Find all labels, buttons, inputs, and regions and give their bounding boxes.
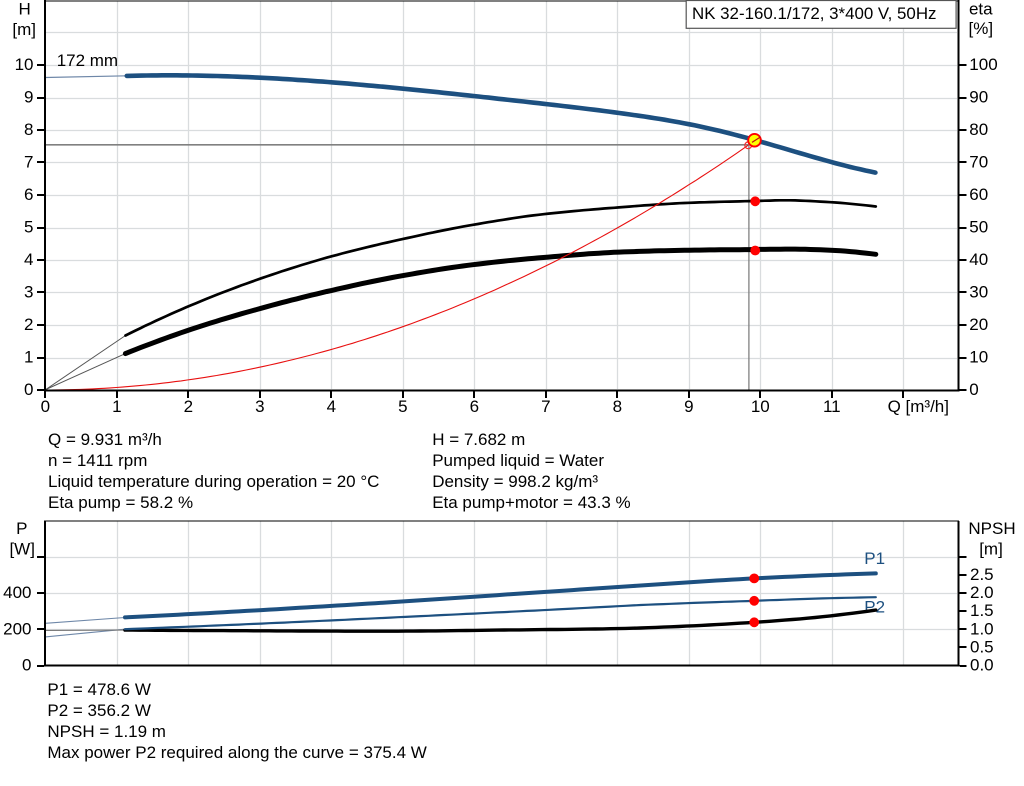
- svg-text:P2 = 356.2 W: P2 = 356.2 W: [47, 701, 150, 720]
- svg-text:8: 8: [24, 120, 33, 139]
- svg-text:eta: eta: [969, 0, 993, 18]
- svg-text:1: 1: [112, 397, 121, 416]
- svg-text:Q = 9.931 m³/h: Q = 9.931 m³/h: [48, 430, 162, 449]
- svg-text:2: 2: [24, 315, 33, 334]
- svg-text:Pumped liquid = Water: Pumped liquid = Water: [432, 451, 604, 470]
- svg-text:[m]: [m]: [979, 540, 1003, 559]
- svg-text:40: 40: [969, 250, 988, 269]
- svg-text:P1: P1: [864, 549, 885, 568]
- svg-text:90: 90: [969, 88, 988, 107]
- svg-text:4: 4: [327, 397, 336, 416]
- svg-text:80: 80: [969, 120, 988, 139]
- svg-text:200: 200: [3, 619, 31, 638]
- svg-text:9: 9: [684, 397, 693, 416]
- svg-text:0: 0: [969, 380, 978, 399]
- svg-text:10: 10: [15, 55, 34, 74]
- svg-text:Max power P2 required along th: Max power P2 required along the curve = …: [47, 743, 426, 762]
- svg-text:[W]: [W]: [9, 540, 35, 559]
- svg-text:NPSH = 1.19 m: NPSH = 1.19 m: [47, 722, 166, 741]
- svg-text:4: 4: [24, 250, 33, 269]
- svg-text:1.0: 1.0: [970, 619, 994, 638]
- svg-text:0: 0: [41, 397, 50, 416]
- svg-text:6: 6: [24, 185, 33, 204]
- svg-text:Eta pump = 58.2 %: Eta pump = 58.2 %: [48, 493, 193, 512]
- svg-text:[m]: [m]: [12, 20, 36, 39]
- svg-text:NPSH: NPSH: [968, 519, 1015, 538]
- svg-text:P1 = 478.6 W: P1 = 478.6 W: [47, 680, 150, 699]
- svg-text:1: 1: [24, 348, 33, 367]
- svg-text:20: 20: [969, 315, 988, 334]
- svg-text:7: 7: [24, 153, 33, 172]
- svg-text:Eta pump+motor = 43.3 %: Eta pump+motor = 43.3 %: [432, 493, 630, 512]
- svg-text:3: 3: [24, 283, 33, 302]
- svg-text:11: 11: [823, 397, 841, 416]
- svg-text:Liquid temperature during oper: Liquid temperature during operation = 20…: [48, 472, 379, 491]
- svg-text:0: 0: [24, 380, 33, 399]
- svg-text:NK 32-160.1/172, 3*400 V, 50Hz: NK 32-160.1/172, 3*400 V, 50Hz: [692, 4, 936, 23]
- svg-text:70: 70: [969, 153, 988, 172]
- svg-text:0.0: 0.0: [970, 656, 994, 675]
- svg-text:0.5: 0.5: [970, 637, 994, 656]
- svg-text:0: 0: [22, 656, 31, 675]
- svg-text:60: 60: [969, 185, 988, 204]
- svg-text:H: H: [18, 0, 30, 18]
- svg-text:3: 3: [255, 397, 264, 416]
- svg-text:8: 8: [613, 397, 622, 416]
- svg-text:n = 1411 rpm: n = 1411 rpm: [48, 451, 147, 470]
- svg-text:[%]: [%]: [969, 19, 994, 38]
- svg-text:172 mm: 172 mm: [57, 51, 118, 70]
- svg-text:100: 100: [969, 55, 997, 74]
- svg-text:30: 30: [969, 283, 988, 302]
- svg-text:10: 10: [751, 397, 770, 416]
- svg-text:Q [m³/h]: Q [m³/h]: [888, 397, 949, 416]
- svg-text:P2: P2: [864, 598, 885, 617]
- svg-text:Density = 998.2 kg/m³: Density = 998.2 kg/m³: [432, 472, 598, 491]
- svg-text:10: 10: [969, 348, 988, 367]
- svg-text:2: 2: [184, 397, 193, 416]
- svg-text:P: P: [16, 519, 27, 538]
- svg-text:H = 7.682 m: H = 7.682 m: [432, 430, 525, 449]
- svg-text:2.5: 2.5: [970, 565, 994, 584]
- svg-text:2.0: 2.0: [970, 583, 994, 602]
- svg-text:50: 50: [969, 218, 988, 237]
- svg-text:1.5: 1.5: [970, 601, 994, 620]
- svg-text:9: 9: [24, 88, 33, 107]
- svg-text:7: 7: [541, 397, 550, 416]
- svg-text:5: 5: [24, 218, 33, 237]
- svg-text:6: 6: [470, 397, 479, 416]
- svg-text:5: 5: [398, 397, 407, 416]
- svg-text:400: 400: [3, 583, 31, 602]
